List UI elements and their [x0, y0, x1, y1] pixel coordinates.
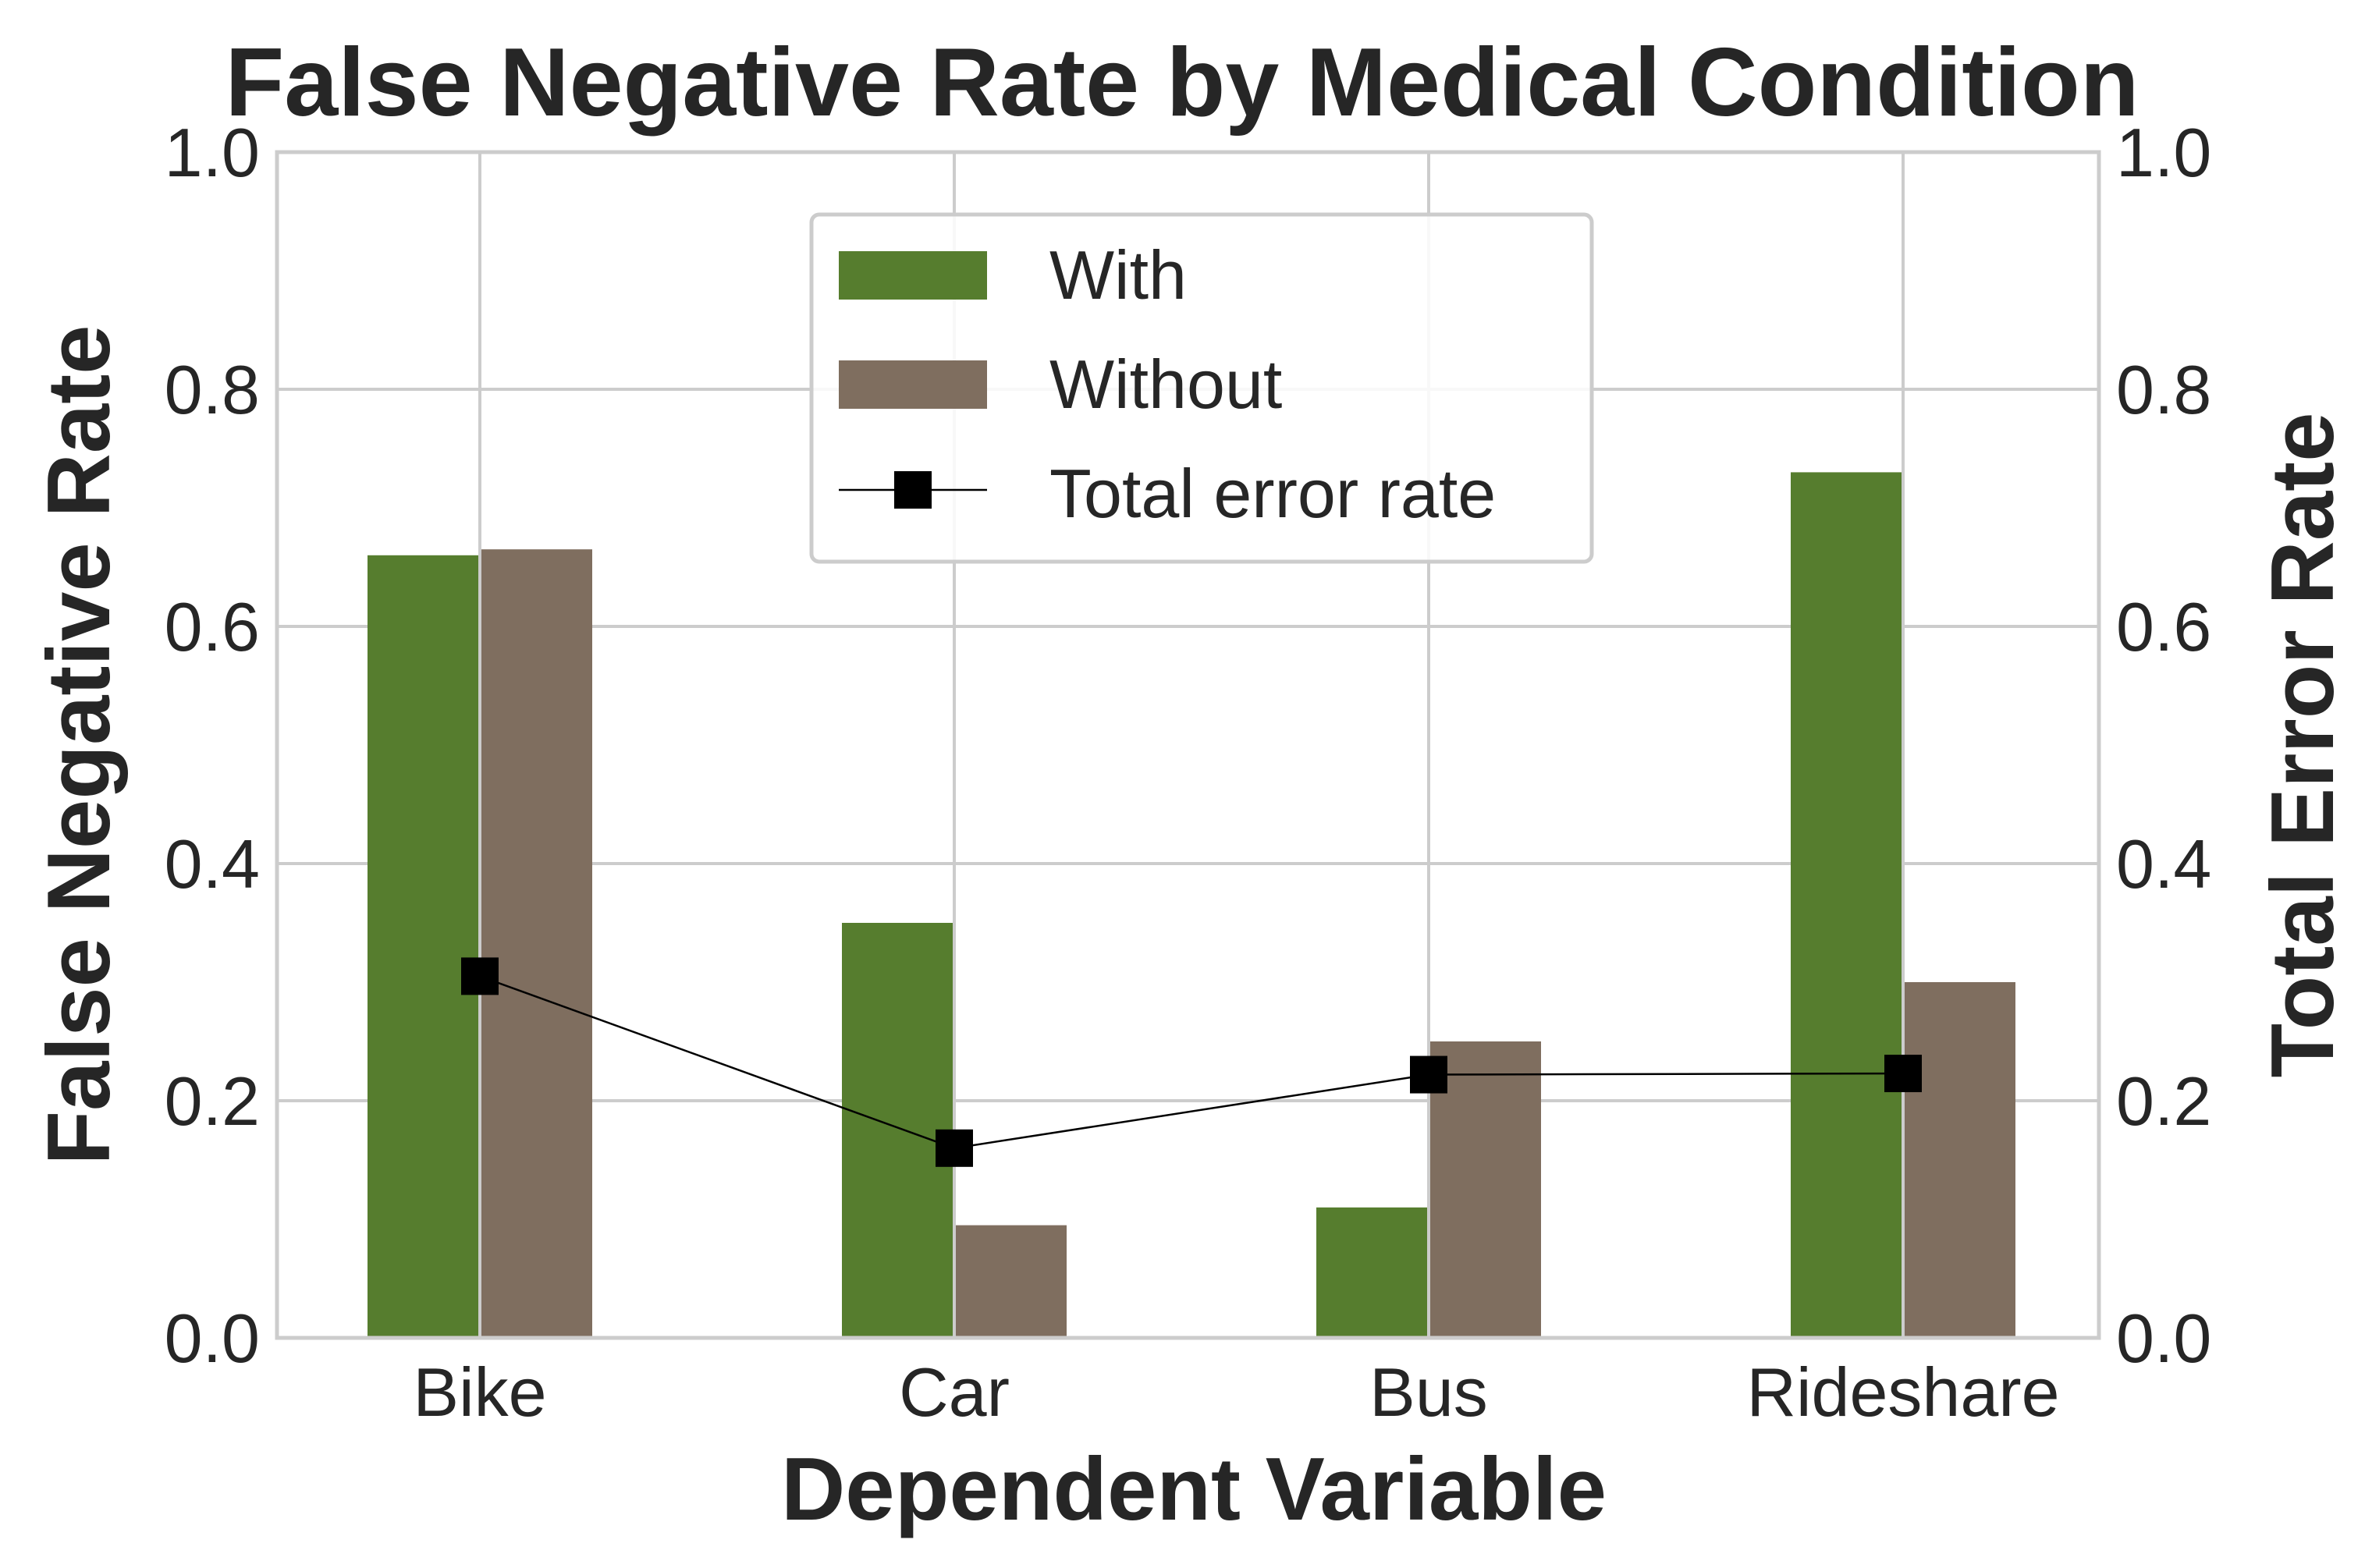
total-error-polyline — [479, 975, 1904, 1150]
y-tick-left-label: 0.0 — [165, 1300, 260, 1377]
y-tick-left-label: 1.0 — [165, 114, 260, 191]
bars — [368, 472, 2015, 1338]
y-tick-right-label: 0.6 — [2116, 588, 2211, 665]
x-axis-label: Dependent Variable — [781, 1440, 1607, 1539]
legend-label-without: Without — [1049, 346, 1282, 423]
x-tick-label-bus: Bus — [1369, 1353, 1488, 1431]
x-tick-label-rideshare: Rideshare — [1746, 1353, 2059, 1431]
bar-without-bike — [481, 549, 592, 1338]
y-tick-right-label: 0.8 — [2116, 351, 2211, 428]
y-axis-right-ticks: 0.0 0.2 0.4 0.6 0.8 1.0 — [2116, 114, 2211, 1377]
legend-swatch-without — [839, 360, 987, 409]
y-tick-right-label: 0.4 — [2116, 825, 2211, 903]
legend-label-with: With — [1049, 236, 1187, 314]
bar-with-rideshare — [1791, 472, 1902, 1338]
x-tick-label-bike: Bike — [413, 1353, 546, 1431]
bar-without-car — [956, 1225, 1067, 1338]
legend-box — [809, 212, 1594, 564]
bar-with-car — [842, 923, 953, 1338]
y-tick-right-label: 0.0 — [2116, 1300, 2211, 1377]
y-tick-left-label: 0.6 — [165, 588, 260, 665]
total-error-marker-bus — [1410, 1055, 1447, 1094]
y-axis-left-label: False Negative Rate — [30, 325, 129, 1165]
legend-marker-total-error — [894, 471, 932, 509]
y-tick-left-label: 0.4 — [165, 825, 260, 903]
y-tick-left-label: 0.8 — [165, 351, 260, 428]
total-error-marker-bike — [461, 957, 499, 995]
plot-frame — [275, 150, 2101, 1340]
y-tick-left-label: 0.2 — [165, 1062, 260, 1140]
bar-with-bike — [368, 555, 478, 1338]
legend: With Without Total error rate — [809, 212, 1594, 564]
legend-swatch-with — [839, 251, 987, 300]
chart-title: False Negative Rate by Medical Condition — [225, 29, 2140, 137]
y-tick-right-label: 0.2 — [2116, 1062, 2211, 1140]
bar-with-bus — [1316, 1207, 1427, 1338]
total-error-marker-car — [936, 1129, 973, 1167]
bar-without-rideshare — [1905, 982, 2015, 1338]
plot-border — [275, 150, 2101, 1340]
bar-without-bus — [1430, 1041, 1541, 1338]
y-axis-left-ticks: 0.0 0.2 0.4 0.6 0.8 1.0 — [165, 114, 260, 1377]
total-error-line — [461, 957, 1922, 1167]
x-tick-label-car: Car — [899, 1353, 1010, 1431]
legend-label-total-error: Total error rate — [1049, 455, 1496, 532]
x-axis-ticks: Bike Car Bus Rideshare — [413, 1353, 2059, 1431]
y-tick-right-label: 1.0 — [2116, 114, 2211, 191]
y-axis-right-label: Total Error Rate — [2253, 412, 2353, 1077]
total-error-marker-rideshare — [1884, 1055, 1922, 1093]
